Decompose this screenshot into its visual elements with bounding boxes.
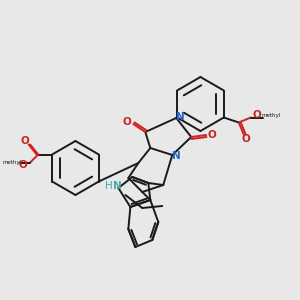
Text: O: O <box>208 130 217 140</box>
Text: methyl: methyl <box>261 113 280 118</box>
Text: O: O <box>123 117 132 127</box>
Text: O: O <box>252 110 261 121</box>
Text: O: O <box>19 160 28 170</box>
Text: N: N <box>172 151 181 161</box>
Text: N: N <box>113 181 122 191</box>
Text: O: O <box>242 134 250 145</box>
Text: O: O <box>21 136 30 146</box>
Text: N: N <box>176 112 184 122</box>
Text: H: H <box>104 181 112 191</box>
Text: methyl: methyl <box>3 160 22 165</box>
